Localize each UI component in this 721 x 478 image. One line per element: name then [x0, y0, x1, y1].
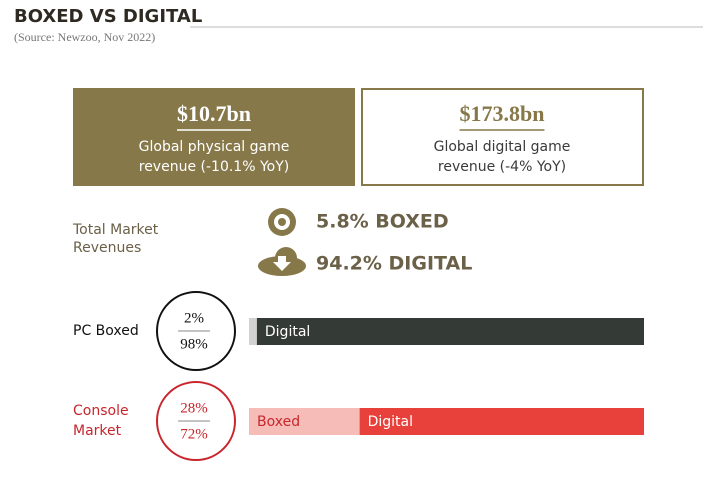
digital-share: 94.2% DIGITAL [316, 253, 472, 275]
source: (Source: Newzoo, Nov 2022) [14, 30, 155, 44]
digital-bar [256, 318, 644, 345]
title: BOXED VS DIGITAL [14, 6, 202, 27]
card-value: $173.8bn [460, 101, 545, 126]
digital-pct: 98% [180, 336, 208, 352]
digital-bar [359, 408, 644, 435]
row-label: Market [73, 423, 122, 439]
bar-text: Digital [265, 324, 310, 340]
card-label: Global digital game [434, 139, 571, 155]
boxed-pct: 2% [184, 310, 204, 326]
row-label: PC Boxed [73, 323, 139, 339]
row-label: Console [73, 403, 129, 419]
card-label: revenue (-10.1% YoY) [139, 159, 289, 175]
digital-pct: 72% [180, 426, 208, 442]
card-physical [73, 88, 355, 186]
bar-text: Digital [368, 414, 413, 430]
icons [258, 208, 306, 276]
bar-text: Boxed [257, 414, 300, 430]
boxed-bar [249, 408, 360, 435]
total-label: Total Market [72, 222, 159, 238]
boxed-share: 5.8% BOXED [316, 211, 449, 233]
card-value: $10.7bn [177, 101, 251, 126]
card-digital [361, 88, 644, 186]
card-label: revenue (-4% YoY) [438, 159, 566, 175]
boxed-bar [249, 318, 257, 345]
boxed-pct: 28% [180, 400, 208, 416]
total-label: Revenues [73, 240, 141, 256]
card-label: Global physical game [139, 139, 290, 155]
